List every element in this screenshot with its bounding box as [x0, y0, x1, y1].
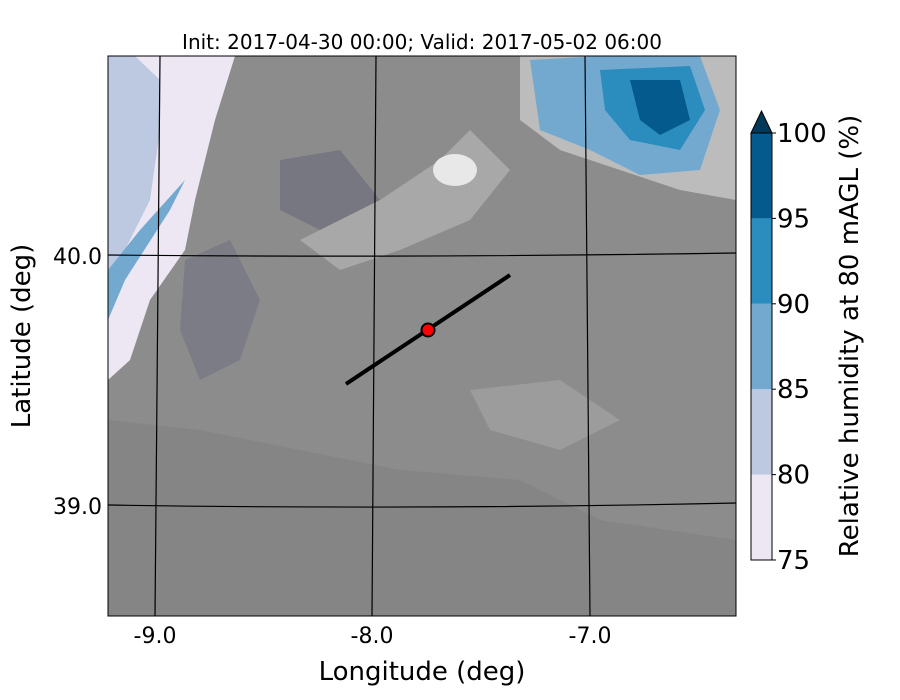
meridian-line [371, 55, 377, 617]
colorbar-segment [751, 474, 772, 560]
colorbar-tick-label: 80 [777, 461, 810, 491]
colorbar-segment [751, 303, 772, 390]
colorbar-tick-label: 75 [777, 546, 810, 576]
x-tick-label: -8.0 [351, 624, 394, 649]
colorbar-tick-label: 85 [777, 375, 810, 405]
x-tick-label: -7.0 [569, 624, 612, 649]
colorbar: 75 80 85 90 95 100 [750, 109, 827, 576]
map-field [108, 56, 736, 616]
parallel-line [107, 502, 737, 508]
colorbar-segment [751, 389, 772, 475]
meridian-line [154, 55, 161, 617]
colorbar-label: Relative humidity at 80 mAGL (%) [835, 115, 865, 557]
colorbar-extend-arrow [750, 109, 773, 134]
rh-80-region [108, 56, 160, 290]
graticule [107, 55, 737, 617]
dark-region [180, 240, 260, 380]
dark-region [280, 150, 380, 230]
y-tick-label: 40.0 [53, 245, 102, 270]
y-tick-label: 39.0 [53, 495, 102, 520]
light-region [470, 380, 620, 450]
map-frame [107, 55, 737, 617]
x-tick-label: -9.0 [134, 624, 177, 649]
colorbar-segment [751, 218, 772, 304]
peak-region [433, 154, 477, 186]
colorbar-tick-label: 95 [777, 204, 810, 234]
colorbar-tick-label: 100 [777, 119, 827, 149]
x-axis-label: Longitude (deg) [319, 657, 526, 687]
colorbar-frame [750, 132, 773, 561]
lowland-region [108, 420, 736, 616]
y-axis-label: Latitude (deg) [7, 244, 37, 429]
colorbar-segment [751, 133, 772, 219]
site-marker [420, 322, 436, 338]
rh-85-region [108, 180, 185, 320]
meridian-line [584, 55, 591, 617]
parallel-line [107, 252, 737, 257]
rh-95-ne [630, 80, 690, 135]
colorbar-tick-label: 90 [777, 290, 810, 320]
chart-title: Init: 2017-04-30 00:00; Valid: 2017-05-0… [182, 30, 662, 54]
